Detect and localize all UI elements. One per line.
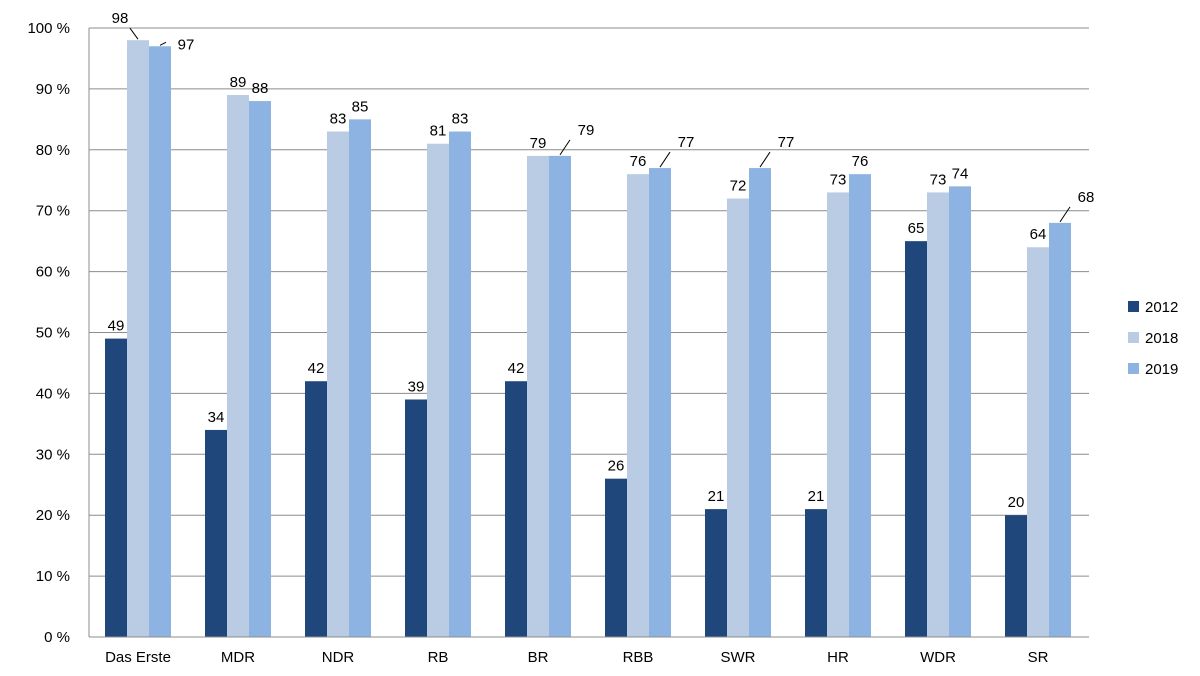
data-label: 49 (108, 318, 125, 335)
data-label: 89 (230, 74, 247, 91)
bar-2012-das-erste (105, 338, 127, 637)
bar-2018-sr (1027, 247, 1049, 638)
x-tick-label: Das Erste (105, 649, 171, 666)
data-label: 26 (608, 458, 625, 475)
x-tick-label: BR (528, 649, 549, 666)
data-labels: 49 34 42 39 42 26 21 21 65 20 98 89 83 81 79 76 72 73 73 64… (108, 10, 1095, 511)
bar-2018-das-erste (127, 40, 149, 638)
data-label: 73 (830, 171, 847, 188)
bar-2018-br (527, 155, 549, 637)
data-label: 83 (330, 111, 347, 128)
data-label: 21 (808, 488, 825, 505)
bar-2018-rbb (627, 174, 649, 637)
data-label: 34 (208, 409, 225, 426)
x-tick-label: RB (428, 649, 449, 666)
data-label: 98 (112, 10, 129, 27)
axes: 0 % 10 % 20 % 30 % 40 % 50 % 60 % 70 % 80 % 90 % 1… (27, 20, 1089, 666)
legend-swatch (1128, 363, 1139, 374)
data-label-leader (1059, 206, 1071, 223)
x-tick-label: WDR (920, 649, 956, 666)
bar-2018-ndr (327, 131, 349, 637)
data-label: 97 (178, 36, 195, 53)
data-label: 79 (578, 122, 595, 139)
bar-2019-das-erste (149, 46, 171, 637)
bar-2019-hr (849, 174, 871, 637)
data-label: 77 (778, 134, 795, 151)
bar-2012-hr (805, 509, 827, 637)
bar-2018-hr (827, 192, 849, 637)
data-label: 21 (708, 488, 725, 505)
bar-2012-rb (405, 399, 427, 637)
x-tick-label: HR (827, 649, 849, 666)
data-label: 72 (730, 178, 747, 195)
legend-label: 2012 (1145, 299, 1178, 316)
data-label: 64 (1030, 226, 1047, 243)
data-label: 42 (508, 360, 525, 377)
y-tick-label: 70 % (36, 203, 70, 220)
bar-2012-br (505, 381, 527, 637)
legend-swatch (1128, 332, 1139, 343)
legend-label: 2018 (1145, 330, 1178, 347)
data-label: 42 (308, 360, 325, 377)
data-label-leader (759, 151, 771, 168)
data-label: 79 (530, 135, 547, 152)
bar-2019-rb (449, 131, 471, 637)
x-tick-label: MDR (221, 649, 255, 666)
data-label: 83 (452, 111, 469, 128)
data-label-leader (659, 151, 671, 168)
bar-2018-swr (727, 198, 749, 637)
legend-swatch (1128, 301, 1139, 312)
data-label: 81 (430, 123, 447, 140)
data-label: 20 (1008, 494, 1025, 511)
bar-2019-wdr (949, 186, 971, 637)
bar-2012-mdr (205, 429, 227, 637)
x-tick-label: RBB (623, 649, 654, 666)
bar-2018-rb (427, 143, 449, 637)
bar-2012-ndr (305, 381, 327, 637)
x-tick-label: SWR (721, 649, 756, 666)
x-tick-label: NDR (322, 649, 355, 666)
data-label: 65 (908, 220, 925, 237)
bar-2019-ndr (349, 119, 371, 638)
data-label: 74 (952, 165, 969, 182)
data-label: 76 (852, 153, 869, 170)
bar-2018-wdr (927, 192, 949, 637)
data-label: 85 (352, 98, 369, 115)
bar-2012-wdr (905, 241, 927, 637)
y-tick-label: 50 % (36, 325, 70, 342)
bar-2012-rbb (605, 478, 627, 637)
data-label: 88 (252, 80, 269, 97)
bar-2018-mdr (227, 94, 249, 638)
x-tick-label: SR (1028, 649, 1049, 666)
y-tick-label: 20 % (36, 507, 70, 524)
data-label: 68 (1078, 189, 1095, 206)
bar-2012-swr (705, 509, 727, 637)
data-label: 76 (630, 153, 647, 170)
bar-2019-sr (1049, 222, 1071, 637)
data-label: 73 (930, 171, 947, 188)
bars (105, 40, 1071, 638)
data-label-leader (559, 139, 571, 156)
data-label: 77 (678, 134, 695, 151)
bar-2019-mdr (249, 101, 271, 637)
data-label-leader (159, 41, 167, 46)
y-tick-label: 100 % (27, 20, 70, 37)
y-tick-label: 30 % (36, 446, 70, 463)
y-tick-label: 80 % (36, 142, 70, 159)
y-tick-label: 60 % (36, 264, 70, 281)
bar-2019-rbb (649, 168, 671, 637)
y-tick-label: 0 % (44, 629, 70, 646)
bar-2012-sr (1005, 515, 1027, 637)
data-label-leader (129, 27, 139, 40)
y-tick-label: 90 % (36, 81, 70, 98)
data-label: 39 (408, 378, 425, 395)
bar-2019-swr (749, 168, 771, 637)
y-tick-label: 10 % (36, 568, 70, 585)
legend: 2012 2018 2019 (1128, 299, 1178, 378)
y-tick-label: 40 % (36, 385, 70, 402)
bar-2019-br (549, 155, 571, 637)
legend-label: 2019 (1145, 361, 1178, 378)
